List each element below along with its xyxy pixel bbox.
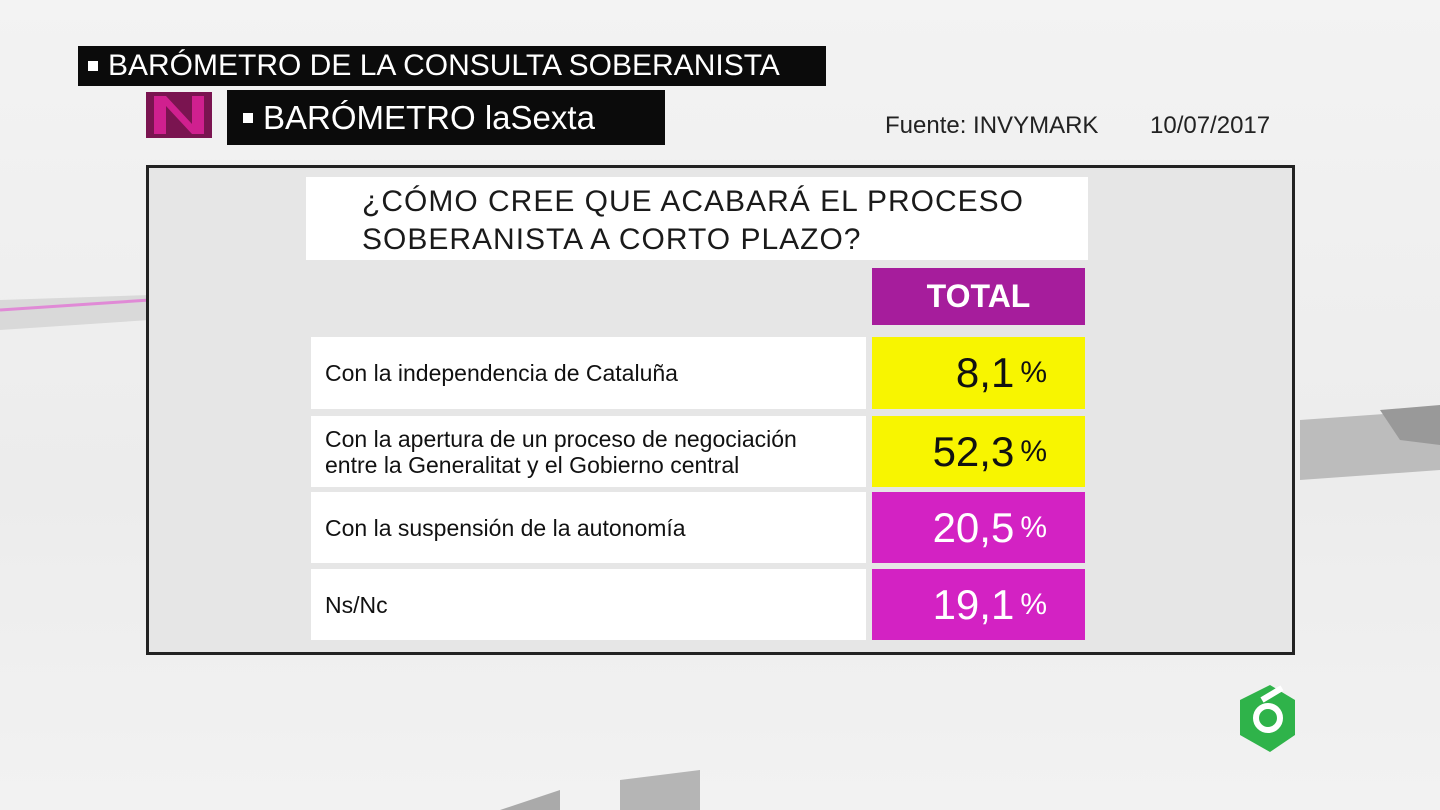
n-logo <box>146 92 212 138</box>
question-line: SOBERANISTA A CORTO PLAZO? <box>362 223 862 256</box>
value-cell: 52,3% <box>872 416 1085 487</box>
value-cell: 19,1% <box>872 569 1085 640</box>
value: 52,3 <box>932 427 1015 475</box>
row-label: Con la suspensión de la autonomía <box>311 492 866 563</box>
source: Fuente: INVYMARK <box>885 112 1099 139</box>
unit: % <box>1020 510 1047 544</box>
value: 20,5 <box>932 503 1015 551</box>
unit: % <box>1020 356 1047 389</box>
topic: BARÓMETRO DE LA CONSULTA SOBERANISTA <box>108 49 780 82</box>
topic-bar: BARÓMETRO DE LA CONSULTA SOBERANISTA <box>78 46 826 86</box>
value: 8,1 <box>955 349 1015 396</box>
value-cell: 20,5% <box>872 492 1085 563</box>
program: BARÓMETRO laSexta <box>263 98 595 136</box>
unit: % <box>1020 587 1047 621</box>
value-cell: 8,1% <box>872 337 1085 409</box>
row-label: Ns/Nc <box>311 569 866 640</box>
program-bar: BARÓMETRO laSexta <box>227 90 665 145</box>
column-header: TOTAL <box>872 268 1085 325</box>
question-line: ¿CÓMO CREE QUE ACABARÁ EL PROCESO <box>362 185 1025 218</box>
value: 19,1 <box>932 580 1015 628</box>
unit: % <box>1020 434 1047 468</box>
question-box: ¿CÓMO CREE QUE ACABARÁ EL PROCESO SOBERAN… <box>306 177 1088 260</box>
row-label: Con la apertura de un proceso de negocia… <box>311 416 866 487</box>
row-label: Con la independencia de Cataluña <box>311 337 866 409</box>
date: 10/07/2017 <box>1150 112 1271 139</box>
